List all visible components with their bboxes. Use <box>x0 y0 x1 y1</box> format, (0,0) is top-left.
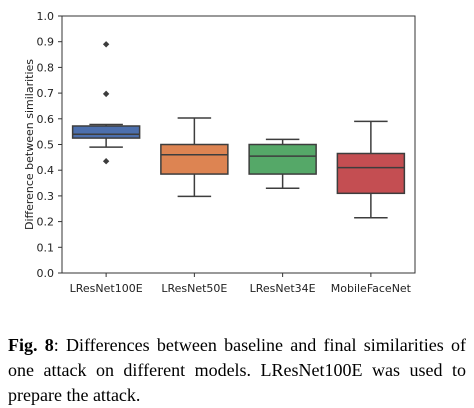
box-plot-chart: 0.0 0.1 0.2 0.3 0.4 0.5 0.6 0.7 0.8 0.9 1.0 LResNe… <box>23 10 416 295</box>
x-tick-label: LResNet34E <box>250 282 316 295</box>
y-axis-title: Difference between similarities <box>23 59 36 230</box>
plot-area-frame <box>61 15 416 274</box>
y-tick-label: 0.1 <box>37 241 55 254</box>
iqr-box <box>71 125 141 139</box>
box-lresnet100e <box>71 41 141 165</box>
outlier-point <box>102 41 110 48</box>
box-series <box>71 41 406 219</box>
caption-text: : Differences between baseline and final… <box>8 335 466 405</box>
box-mobilefacenet <box>336 120 406 219</box>
outlier-point <box>102 90 110 98</box>
figure-caption: Fig. 8: Differences between baseline and… <box>8 333 466 408</box>
y-tick-label: 0.0 <box>37 267 55 280</box>
box-lresnet34e <box>248 138 317 189</box>
x-tick-label: LResNet50E <box>161 282 227 295</box>
iqr-box <box>160 143 229 175</box>
iqr-box <box>336 152 406 195</box>
x-tick-label: LResNet100E <box>70 282 143 295</box>
y-tick-label: 0.4 <box>37 164 55 177</box>
y-tick-label: 0.7 <box>37 87 55 100</box>
box-lresnet50e <box>160 117 229 198</box>
outlier-point <box>102 158 110 165</box>
x-tick-label: MobileFaceNet <box>331 282 412 295</box>
y-tick-label: 0.2 <box>37 216 55 229</box>
y-tick-label: 1.0 <box>37 10 55 23</box>
y-tick-label: 0.9 <box>37 36 55 49</box>
caption-label: Fig. 8 <box>8 335 54 355</box>
x-axis: LResNet100E LResNet50E LResNet34E MobileFac… <box>70 273 412 295</box>
y-tick-label: 0.6 <box>37 113 55 126</box>
y-tick-label: 0.3 <box>37 190 55 203</box>
y-tick-label: 0.5 <box>37 139 55 152</box>
y-axis: 0.0 0.1 0.2 0.3 0.4 0.5 0.6 0.7 0.8 0.9 1.0 <box>37 10 62 280</box>
y-tick-label: 0.8 <box>37 61 55 74</box>
iqr-box <box>248 143 317 175</box>
